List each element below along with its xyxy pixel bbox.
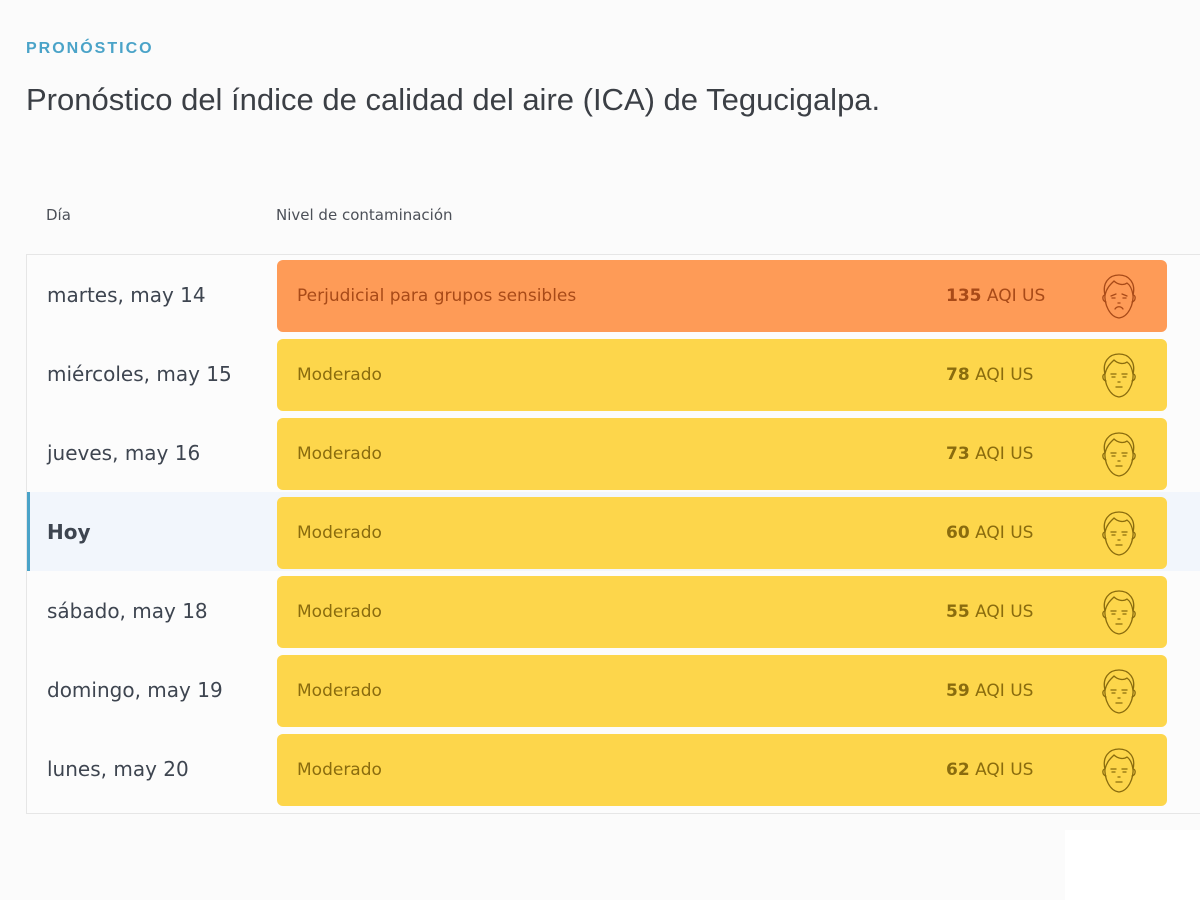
aqi-number: 62	[946, 760, 970, 780]
sad-face-icon	[1102, 274, 1136, 319]
forecast-row-2: jueves, may 16 Moderado 73 AQI US	[27, 413, 1200, 492]
neutral-face-icon	[1102, 590, 1136, 635]
neutral-face-icon	[1102, 511, 1136, 556]
day-label: sábado, may 18	[47, 598, 208, 623]
aqi-value: 135 AQI US	[946, 286, 1045, 306]
day-label: domingo, may 19	[47, 677, 223, 702]
pollution-level-bar: Moderado 55 AQI US	[277, 576, 1167, 648]
level-label: Moderado	[297, 602, 382, 622]
aqi-unit: AQI US	[975, 365, 1034, 385]
aqi-unit: AQI US	[975, 760, 1034, 780]
aqi-unit: AQI US	[975, 681, 1034, 701]
forecast-row-6: lunes, may 20 Moderado 62 AQI US	[27, 729, 1200, 808]
level-label: Moderado	[297, 444, 382, 464]
aqi-value: 55 AQI US	[946, 602, 1033, 622]
day-label: lunes, may 20	[47, 756, 189, 781]
day-label: Hoy	[47, 519, 91, 544]
column-header-day: Día	[46, 206, 71, 224]
aqi-value: 73 AQI US	[946, 444, 1033, 464]
aqi-unit: AQI US	[975, 602, 1034, 622]
aqi-value: 60 AQI US	[946, 523, 1033, 543]
aqi-unit: AQI US	[975, 444, 1034, 464]
aqi-unit: AQI US	[986, 286, 1046, 306]
neutral-face-icon	[1102, 432, 1136, 477]
forecast-row-1: miércoles, may 15 Moderado 78 AQI US	[27, 334, 1200, 413]
aqi-number: 73	[946, 444, 970, 464]
level-label: Moderado	[297, 523, 382, 543]
neutral-face-icon	[1102, 353, 1136, 398]
blank-corner	[1065, 830, 1200, 900]
day-label: miércoles, may 15	[47, 361, 232, 386]
forecast-row-3: Hoy Moderado 60 AQI US	[27, 492, 1200, 571]
aqi-number: 59	[946, 681, 970, 701]
forecast-row-5: domingo, may 19 Moderado 59 AQI US	[27, 650, 1200, 729]
level-label: Moderado	[297, 681, 382, 701]
pollution-level-bar: Perjudicial para grupos sensibles 135 AQ…	[277, 260, 1167, 332]
section-eyebrow: PRONÓSTICO	[26, 40, 154, 57]
pollution-level-bar: Moderado 62 AQI US	[277, 734, 1167, 806]
aqi-number: 55	[946, 602, 970, 622]
forecast-row-0: martes, may 14 Perjudicial para grupos s…	[27, 255, 1200, 334]
level-label: Perjudicial para grupos sensibles	[297, 286, 577, 306]
pollution-level-bar: Moderado 59 AQI US	[277, 655, 1167, 727]
aqi-value: 59 AQI US	[946, 681, 1033, 701]
aqi-value: 78 AQI US	[946, 365, 1033, 385]
page-title: Pronóstico del índice de calidad del air…	[26, 82, 881, 117]
aqi-number: 78	[946, 365, 970, 385]
aqi-unit: AQI US	[975, 523, 1034, 543]
aqi-number: 135	[946, 286, 982, 306]
aqi-number: 60	[946, 523, 970, 543]
forecast-table: martes, may 14 Perjudicial para grupos s…	[26, 254, 1200, 814]
neutral-face-icon	[1102, 669, 1136, 714]
column-header-level: Nivel de contaminación	[276, 206, 453, 224]
level-label: Moderado	[297, 760, 382, 780]
neutral-face-icon	[1102, 748, 1136, 793]
day-label: jueves, may 16	[47, 440, 201, 465]
day-label: martes, may 14	[47, 282, 206, 307]
pollution-level-bar: Moderado 78 AQI US	[277, 339, 1167, 411]
forecast-row-4: sábado, may 18 Moderado 55 AQI US	[27, 571, 1200, 650]
aqi-value: 62 AQI US	[946, 760, 1033, 780]
level-label: Moderado	[297, 365, 382, 385]
pollution-level-bar: Moderado 73 AQI US	[277, 418, 1167, 490]
pollution-level-bar: Moderado 60 AQI US	[277, 497, 1167, 569]
